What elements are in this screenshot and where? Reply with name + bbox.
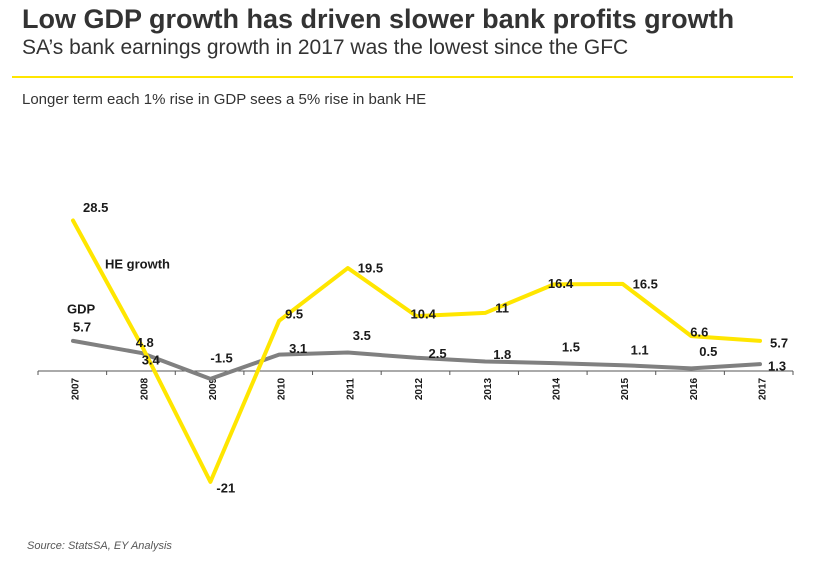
gdp-data-label: -1.5 (210, 350, 232, 365)
page-title: Low GDP growth has driven slower bank pr… (22, 4, 735, 34)
chart-subtitle: Longer term each 1% rise in GDP sees a 5… (22, 91, 427, 108)
he-data-label: 16.4 (548, 276, 574, 291)
he-series-label: HE growth (105, 256, 170, 271)
gdp-data-label: 5.7 (73, 319, 91, 334)
he-growth-line (71, 218, 762, 484)
x-tick-label: 2011 (345, 378, 356, 400)
x-axis: 2007 2008 2009 2010 2011 2012 2013 2014 2015 2016… (37, 370, 794, 400)
he-data-label: 19.5 (358, 260, 383, 275)
gdp-data-label: 0.5 (699, 344, 717, 359)
x-tick-label: 2009 (208, 377, 219, 400)
he-data-label: -21 (216, 480, 235, 495)
series-lines (71, 218, 762, 484)
header-divider (12, 76, 793, 78)
gdp-series-label: GDP (67, 301, 96, 316)
x-tick-label: 2016 (689, 377, 700, 400)
gdp-data-label: 2.5 (429, 346, 447, 361)
he-data-label: 16.5 (633, 276, 658, 291)
source-note: Source: StatsSA, EY Analysis (27, 540, 172, 552)
gdp-data-label: 3.1 (289, 341, 307, 356)
x-tick-label: 2007 (71, 377, 82, 400)
gdp-data-label: 1.5 (562, 340, 580, 355)
gdp-data-label: 3.4 (142, 352, 161, 367)
data-labels: 28.5 4.8 -21 9.5 19.5 10.4 11 16.4 16.5 6.6 5.7 5.7… (67, 200, 788, 495)
x-tick-label: 2013 (483, 377, 494, 400)
x-tick-label: 2014 (552, 377, 563, 400)
gdp-line (71, 338, 762, 381)
he-data-label: 10.4 (411, 307, 437, 322)
x-tick-label: 2017 (758, 377, 769, 400)
gdp-data-label: 1.8 (493, 347, 511, 362)
he-data-label: 11 (495, 300, 509, 315)
he-data-label: 9.5 (285, 306, 303, 321)
he-data-label: 28.5 (83, 200, 108, 215)
x-tick-label: 2008 (139, 377, 150, 400)
gdp-data-label: 1.3 (768, 359, 786, 374)
x-tick-label: 2010 (277, 377, 288, 400)
x-tick-label: 2012 (414, 377, 425, 400)
he-data-label: 4.8 (136, 335, 154, 350)
he-data-label: 5.7 (770, 335, 788, 350)
gdp-data-label: 3.5 (353, 328, 371, 343)
x-tick-label: 2015 (620, 377, 631, 400)
gdp-data-label: 1.1 (631, 343, 649, 358)
he-data-label: 6.6 (690, 325, 708, 340)
page-subtitle: SA’s bank earnings growth in 2017 was th… (22, 36, 629, 59)
